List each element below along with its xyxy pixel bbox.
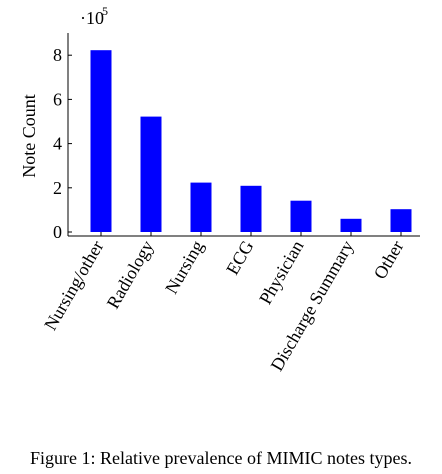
- y-ticks-group: 0 2 4 6 8: [53, 45, 72, 242]
- bar-nursing-other: [90, 50, 112, 233]
- axis-scale-label: ·10 5: [80, 4, 108, 28]
- bar-radiology: [140, 116, 162, 232]
- axes-group: [67, 33, 420, 237]
- bars-group: [90, 50, 412, 233]
- x-tick-label: Radiology: [103, 237, 158, 312]
- x-tick-label: Physician: [255, 237, 307, 308]
- x-tick-label: Nursing: [161, 237, 207, 297]
- bar-other: [390, 209, 412, 232]
- y-tick-label: 4: [53, 134, 62, 154]
- y-tick-label: 2: [53, 178, 62, 198]
- scale-exponent: 5: [102, 4, 108, 18]
- x-tick-label: ECG: [222, 237, 257, 278]
- bar-discharge-summary: [340, 218, 362, 232]
- bar-nursing: [190, 182, 212, 232]
- y-tick-label: 8: [53, 45, 62, 65]
- y-tick-label: 6: [53, 89, 62, 109]
- y-axis-label: Note Count: [19, 94, 39, 178]
- bar-physician: [290, 200, 312, 232]
- x-tick-label: Other: [370, 237, 408, 282]
- y-tick-label: 0: [53, 222, 62, 242]
- bar-ecg: [240, 185, 262, 232]
- scale-base: ·10: [80, 8, 104, 28]
- figure-caption: Figure 1: Relative prevalence of MIMIC n…: [30, 448, 412, 468]
- x-tick-label: Nursing/other: [40, 237, 107, 334]
